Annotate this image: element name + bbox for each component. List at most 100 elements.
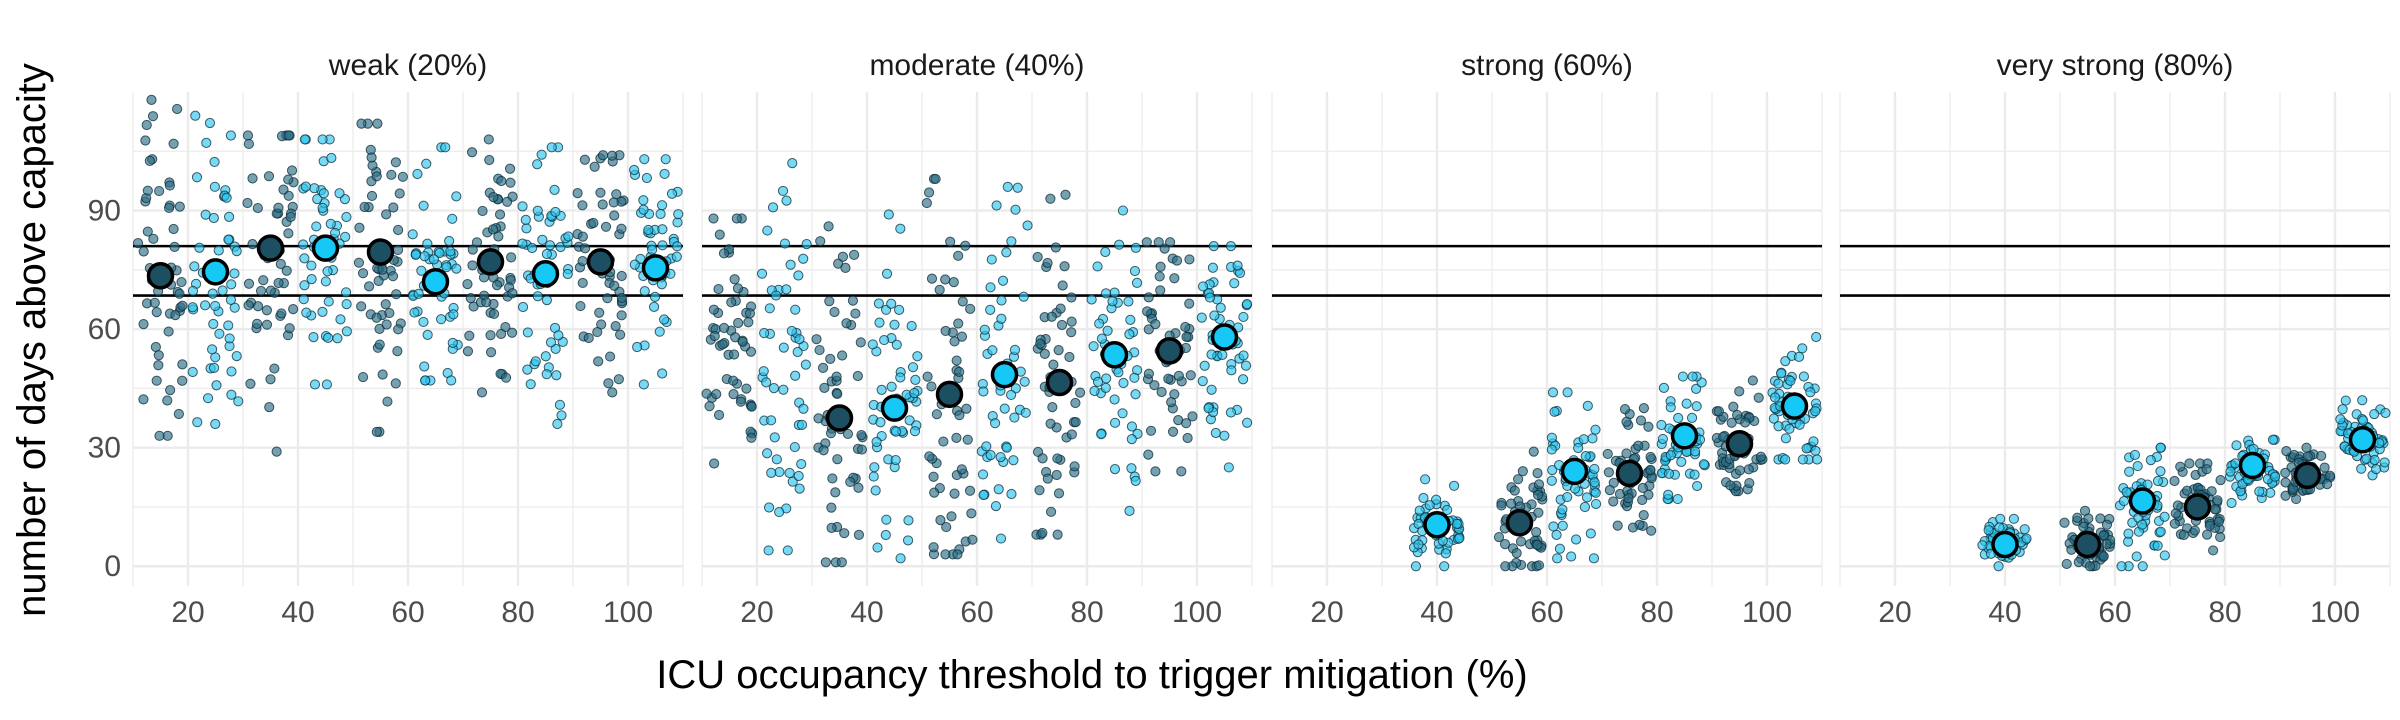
replicate-point	[856, 430, 867, 441]
replicate-point	[1001, 247, 1012, 258]
replicate-point	[1418, 492, 1429, 504]
replicate-point	[428, 254, 440, 265]
replicate-point	[2369, 454, 2380, 466]
replicate-point	[484, 154, 495, 166]
replicate-point	[1232, 260, 1243, 271]
replicate-point	[961, 403, 972, 414]
replicate-point	[1153, 237, 1164, 248]
replicate-point	[890, 426, 902, 437]
replicate-point	[1691, 383, 1702, 395]
replicate-point	[381, 319, 392, 330]
replicate-point	[1424, 500, 1435, 511]
replicate-point	[393, 224, 404, 236]
replicate-point	[500, 372, 512, 383]
replicate-point	[1066, 327, 1077, 338]
replicate-point	[1125, 314, 1136, 325]
replicate-point	[666, 188, 678, 199]
mean-point	[201, 258, 230, 286]
replicate-point	[2129, 449, 2141, 461]
replicate-point	[320, 276, 331, 287]
replicate-point	[223, 234, 234, 245]
replicate-point	[1562, 491, 1573, 503]
replicate-point	[1500, 561, 1511, 572]
replicate-point	[1582, 400, 1593, 411]
replicate-point	[956, 331, 968, 342]
replicate-point	[173, 408, 184, 420]
replicate-point	[2316, 450, 2327, 461]
replicate-point	[541, 248, 553, 260]
replicate-point	[1554, 543, 1566, 554]
replicate-point	[874, 317, 885, 328]
x-tick-label: 20	[171, 596, 204, 629]
replicate-point	[949, 488, 960, 499]
replicate-point	[217, 285, 228, 296]
replicate-point	[1002, 181, 1013, 192]
replicate-point	[1420, 474, 1431, 485]
replicate-point	[774, 506, 785, 518]
mean-point	[1780, 392, 1809, 420]
mean-point	[366, 238, 395, 266]
replicate-point	[1439, 561, 1450, 572]
replicate-point	[1237, 374, 1249, 385]
replicate-point	[1229, 278, 1240, 289]
replicate-point	[1797, 454, 1808, 465]
replicate-point	[827, 473, 838, 484]
replicate-point	[265, 285, 276, 296]
replicate-point	[1208, 241, 1219, 252]
replicate-point	[1045, 506, 1057, 517]
replicate-point	[632, 341, 643, 353]
replicate-point	[1042, 473, 1053, 484]
x-axis-title: ICU occupancy threshold to trigger mitig…	[656, 653, 1527, 697]
replicate-point	[407, 229, 418, 240]
replicate-point	[521, 223, 532, 234]
replicate-point	[794, 334, 805, 345]
replicate-point	[2078, 521, 2089, 532]
replicate-point	[1045, 193, 1056, 204]
replicate-point	[1225, 241, 1237, 252]
replicate-point	[1785, 375, 1796, 386]
replicate-point	[1086, 294, 1097, 305]
replicate-point	[605, 351, 616, 362]
replicate-point	[1657, 433, 1668, 445]
replicate-point	[765, 415, 777, 426]
replicate-point	[190, 110, 201, 121]
replicate-point	[910, 374, 921, 385]
replicate-point	[1549, 406, 1560, 417]
x-tick-label: 20	[740, 596, 773, 629]
mean-point	[146, 262, 175, 290]
replicate-point	[1051, 469, 1062, 481]
replicate-point	[1587, 433, 1598, 444]
replicate-point	[1182, 432, 1193, 444]
replicate-point	[530, 356, 541, 367]
replicate-point	[281, 265, 292, 276]
replicate-point	[1566, 551, 1577, 562]
major-grid	[133, 92, 683, 586]
replicate-point	[522, 364, 533, 375]
replicate-point	[770, 290, 782, 301]
replicate-point	[1001, 442, 1012, 453]
replicate-point	[451, 263, 462, 274]
replicate-point	[2204, 520, 2215, 531]
replicate-point	[1801, 443, 1812, 454]
replicate-point	[786, 325, 797, 337]
replicate-point	[999, 403, 1010, 414]
replicate-point	[1109, 464, 1121, 475]
replicate-point	[726, 297, 737, 308]
replicate-point	[1627, 522, 1639, 533]
replicate-point	[224, 333, 235, 344]
replicate-point	[609, 210, 620, 221]
mean-point	[311, 234, 340, 262]
replicate-point	[366, 190, 378, 202]
replicate-point	[1142, 306, 1153, 317]
replicate-point	[1129, 372, 1140, 383]
replicate-point	[231, 351, 242, 362]
replicate-point	[881, 268, 893, 279]
replicate-point	[419, 361, 430, 372]
replicate-point	[1010, 204, 1021, 215]
replicate-point	[223, 320, 234, 331]
replicate-point	[1780, 356, 1791, 367]
replicate-point	[945, 236, 956, 247]
replicate-point	[172, 103, 183, 115]
replicate-point	[1513, 474, 1524, 485]
replicate-point	[768, 383, 780, 394]
